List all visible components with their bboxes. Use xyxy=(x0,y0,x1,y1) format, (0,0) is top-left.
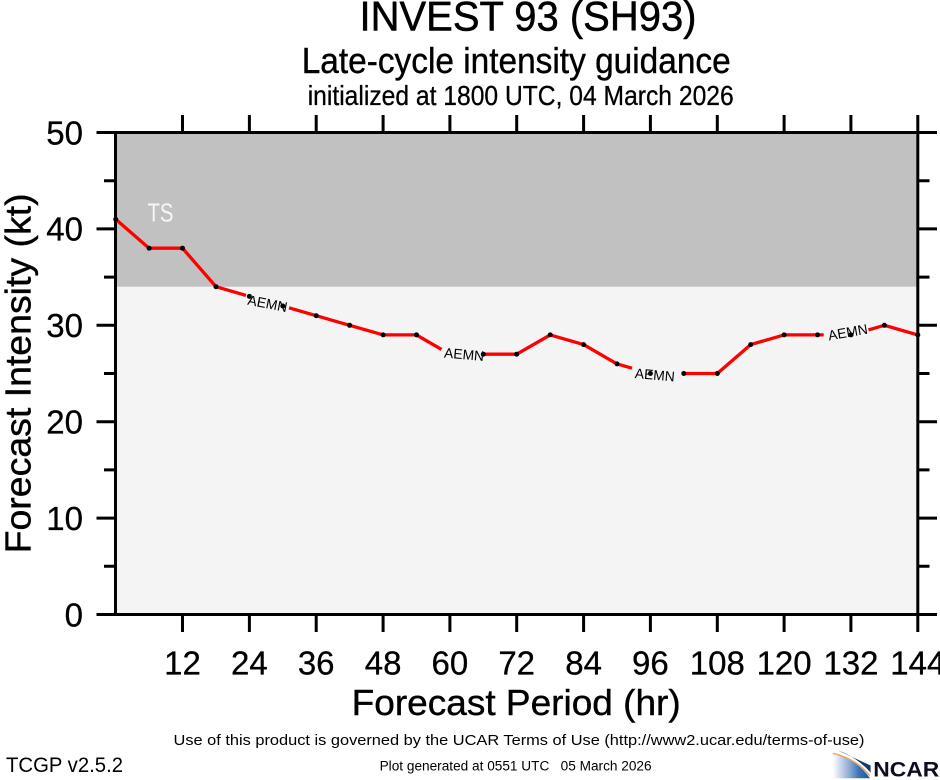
svg-text:48: 48 xyxy=(365,644,402,681)
svg-text:10: 10 xyxy=(46,500,83,537)
svg-text:Late-cycle intensity guidance: Late-cycle intensity guidance xyxy=(302,40,731,81)
svg-text:96: 96 xyxy=(632,644,669,681)
svg-text:84: 84 xyxy=(565,644,602,681)
svg-text:Plot generated at 0551 UTC 0: Plot generated at 0551 UTC 05 March 2026 xyxy=(380,758,652,773)
svg-text:AEMN: AEMN xyxy=(444,345,485,364)
svg-text:0: 0 xyxy=(65,596,83,633)
svg-text:Forecast Period (hr): Forecast Period (hr) xyxy=(352,682,681,723)
svg-text:30: 30 xyxy=(46,307,83,344)
svg-text:120: 120 xyxy=(757,644,812,681)
svg-text:132: 132 xyxy=(823,644,878,681)
svg-text:24: 24 xyxy=(231,644,268,681)
svg-text:36: 36 xyxy=(298,644,335,681)
svg-text:50: 50 xyxy=(46,114,83,151)
svg-text:TCGP v2.5.2: TCGP v2.5.2 xyxy=(6,754,123,777)
svg-text:TS: TS xyxy=(148,199,174,227)
svg-text:144: 144 xyxy=(890,644,940,681)
svg-text:NCAR: NCAR xyxy=(873,758,939,780)
svg-text:108: 108 xyxy=(690,644,745,681)
svg-text:AEMN: AEMN xyxy=(246,292,288,315)
svg-text:initialized at 1800 UTC, 04 Ma: initialized at 1800 UTC, 04 March 2026 xyxy=(308,80,734,111)
svg-text:40: 40 xyxy=(46,211,83,248)
svg-text:AEMN: AEMN xyxy=(827,321,869,344)
svg-text:Forecast Intensity (kt): Forecast Intensity (kt) xyxy=(0,193,39,553)
svg-text:72: 72 xyxy=(498,644,535,681)
svg-text:AEMN: AEMN xyxy=(634,365,675,384)
svg-text:INVEST 93 (SH93): INVEST 93 (SH93) xyxy=(360,0,697,39)
svg-text:60: 60 xyxy=(432,644,469,681)
svg-text:Use of this product is governe: Use of this product is governed by the U… xyxy=(174,732,865,749)
svg-text:12: 12 xyxy=(164,644,201,681)
svg-text:20: 20 xyxy=(46,404,83,441)
